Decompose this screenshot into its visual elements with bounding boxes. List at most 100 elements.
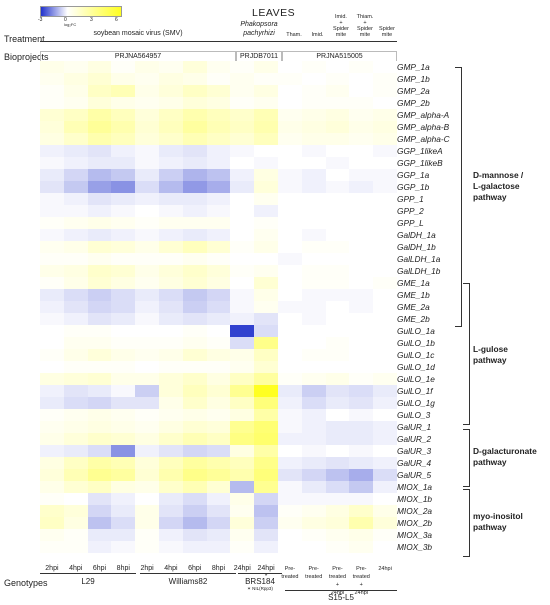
heatmap-cell <box>254 205 279 218</box>
heatmap-cell <box>111 253 136 266</box>
heatmap-cell <box>254 481 279 494</box>
heatmap-cell <box>40 217 65 230</box>
timepoint-line: 2hpi <box>140 565 154 572</box>
heatmap-cell <box>254 457 279 470</box>
heatmap-cell <box>254 229 279 242</box>
heatmap-cell <box>40 421 65 434</box>
heatmap-cell <box>373 361 398 374</box>
heatmap-cell <box>373 205 398 218</box>
heatmap-cell <box>63 457 88 470</box>
heatmap-cell <box>159 133 184 146</box>
bioprojects-label: Bioprojects <box>4 52 49 62</box>
heatmap-cell <box>230 241 255 254</box>
heatmap-cell <box>87 421 112 434</box>
heatmap-cell <box>373 349 398 362</box>
heatmap-cell <box>373 541 398 554</box>
heatmap-cell <box>254 61 279 74</box>
heatmap-cell <box>349 97 374 110</box>
heatmap-cell <box>254 277 279 290</box>
heatmap-cell <box>63 373 88 386</box>
heatmap-cell <box>87 517 112 530</box>
heatmap-cell <box>349 301 374 314</box>
heatmap-cell <box>182 349 207 362</box>
pathway-line: myo-inositol <box>473 511 523 521</box>
heatmap-cell <box>135 217 160 230</box>
timepoint-line: 24hpi <box>354 590 369 596</box>
heatmap-cell <box>111 457 136 470</box>
heatmap-cell <box>159 445 184 458</box>
heatmap-cell <box>301 493 326 506</box>
heatmap-cell <box>278 373 303 386</box>
heatmap-cell <box>63 517 88 530</box>
heatmap-cell <box>111 373 136 386</box>
heatmap-cell <box>111 133 136 146</box>
heatmap-cell <box>301 457 326 470</box>
heatmap-cell <box>325 445 350 458</box>
heatmap-cell <box>230 397 255 410</box>
heatmap-cell <box>135 409 160 422</box>
heatmap-cell <box>40 253 65 266</box>
scale-tick: -3 <box>38 17 43 23</box>
pathway-gulose: L-gulose pathway <box>473 344 508 366</box>
heatmap-cell <box>349 217 374 230</box>
heatmap-cell <box>182 265 207 278</box>
heatmap-cell <box>111 397 136 410</box>
timepoint-line: 24hpi <box>378 566 392 572</box>
heatmap-cell <box>349 385 374 398</box>
timepoint-line: 4hpi <box>69 565 83 572</box>
heatmap-cell <box>230 373 255 386</box>
timepoint-label: 4hpi <box>159 565 183 573</box>
heatmap-cell <box>278 217 303 230</box>
heatmap-cell <box>135 157 160 170</box>
heatmap-cell <box>349 313 374 326</box>
heatmap-cell <box>206 361 231 374</box>
heatmap-cell <box>325 109 350 122</box>
heatmap-cell <box>254 193 279 206</box>
treatment-smv: soybean mosaic virus (SMV) <box>93 30 183 37</box>
heatmap-cell <box>87 445 112 458</box>
heatmap-cell <box>63 169 88 182</box>
heatmap-cell <box>159 205 184 218</box>
heatmap-cell <box>182 277 207 290</box>
heatmap-cell <box>40 505 65 518</box>
heatmap-cell <box>135 529 160 542</box>
heatmap-cell <box>254 73 279 86</box>
heatmap-cell <box>230 337 255 350</box>
heatmap-cell <box>182 205 207 218</box>
heatmap-cell <box>254 517 279 530</box>
treatment-phakopsora: Phakopsora <box>240 21 278 28</box>
heatmap-cell <box>301 229 326 242</box>
heatmap-cell <box>373 241 398 254</box>
heatmap-cell <box>278 385 303 398</box>
heatmap-cell <box>40 457 65 470</box>
heatmap-cell <box>111 145 136 158</box>
treatment-rule-pak <box>236 41 282 42</box>
timepoint-label: Pre-treated +24hpi <box>349 565 373 597</box>
heatmap-cell <box>182 373 207 386</box>
heatmap-cell <box>40 337 65 350</box>
heatmap-cell <box>278 277 303 290</box>
treatment-line: mite <box>359 32 371 38</box>
heatmap-cell <box>349 205 374 218</box>
heatmap-cell <box>373 265 398 278</box>
heatmap-cell <box>206 445 231 458</box>
heatmap-cell <box>135 361 160 374</box>
heatmap-cell <box>254 121 279 134</box>
heatmap-cell <box>230 469 255 482</box>
gene-label: MIOX_2a <box>397 506 433 516</box>
heatmap-cell <box>182 313 207 326</box>
heatmap-cell <box>182 493 207 506</box>
heatmap-cell <box>159 433 184 446</box>
heatmap-cell <box>182 181 207 194</box>
heatmap-cell <box>40 385 65 398</box>
timepoint-line: + <box>335 582 340 588</box>
heatmap-cell <box>301 85 326 98</box>
heatmap-cell <box>87 301 112 314</box>
heatmap-cell <box>254 109 279 122</box>
timepoint-line: treated <box>281 574 299 580</box>
timepoint-label: 24hpi <box>373 565 397 573</box>
heatmap-cell <box>373 85 398 98</box>
heatmap-cell <box>63 97 88 110</box>
gene-label: GulLO_3 <box>397 410 431 420</box>
heatmap-cell <box>159 193 184 206</box>
